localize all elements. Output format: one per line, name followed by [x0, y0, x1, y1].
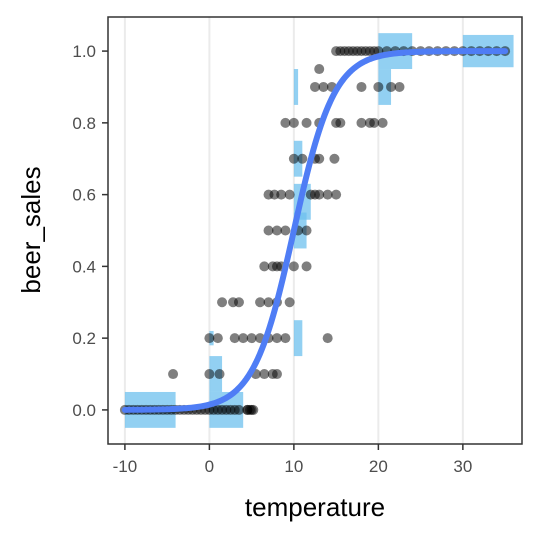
scatter-point-59: [263, 225, 274, 236]
scatter-point-77: [329, 153, 340, 164]
scatter-point-76: [314, 153, 325, 164]
scatter-point-67: [284, 189, 295, 200]
scatter-point-117: [377, 117, 388, 128]
scatter-point-125: [248, 404, 259, 415]
scatter-points: [119, 46, 511, 415]
scatter-point-113: [335, 117, 346, 128]
scatter-point-32: [214, 369, 225, 380]
y-tick-label-3: 0.6: [72, 186, 96, 205]
scatter-point-120: [373, 81, 384, 92]
x-tick-label-0: -10: [113, 457, 138, 476]
scatter-point-37: [204, 333, 215, 344]
scatter-point-71: [322, 189, 333, 200]
density-bar-10: [378, 69, 392, 105]
scatter-point-49: [255, 297, 266, 308]
scatter-point-84: [318, 81, 329, 92]
scatter-point-83: [310, 81, 320, 92]
scatter-point-116: [369, 117, 380, 128]
scatter-point-79: [288, 117, 299, 128]
scatter-point-57: [288, 261, 299, 272]
scatter-point-66: [276, 189, 287, 200]
scatter-point-50: [263, 297, 274, 308]
scatter-point-78: [280, 117, 291, 128]
density-bar-7: [293, 320, 303, 357]
scatter-point-114: [356, 117, 367, 128]
axes: -10 0 10 20 30 0.0 0.2 0.4 0.6 0.8 1.0: [72, 42, 472, 476]
scatter-point-61: [280, 225, 291, 236]
scatter-point-48: [233, 297, 244, 308]
scatter-point-46: [217, 297, 228, 308]
density-bars: [124, 33, 514, 428]
scatter-point-30: [168, 369, 179, 380]
scatter-point-39: [229, 333, 240, 344]
x-tick-label-4: 30: [453, 457, 472, 476]
scatter-point-45: [280, 333, 291, 344]
scatter-point-31: [204, 369, 215, 380]
scatter-point-80: [301, 117, 312, 128]
scatter-point-63: [301, 225, 312, 236]
scatter-point-122: [394, 81, 405, 92]
scatter-point-44: [271, 333, 282, 344]
scatter-point-40: [238, 333, 249, 344]
scatter-point-34: [259, 369, 270, 380]
scatter-point-121: [386, 81, 397, 92]
scatter-point-74: [297, 153, 308, 164]
scatter-point-36: [271, 369, 282, 380]
scatter-point-72: [331, 189, 342, 200]
scatter-point-119: [356, 81, 367, 92]
x-tick-label-3: 20: [369, 457, 388, 476]
scatter-point-112: [322, 333, 333, 344]
scatter-point-53: [259, 261, 270, 272]
scatter-point-58: [301, 261, 312, 272]
scatter-point-27: [233, 404, 244, 415]
y-tick-label-2: 0.4: [72, 257, 96, 276]
fit-curve: [121, 48, 509, 413]
scatter-point-70: [314, 189, 325, 200]
density-bar-8: [293, 69, 299, 105]
y-tick-label-5: 1.0: [72, 42, 96, 61]
scatter-point-52: [284, 297, 295, 308]
x-tick-label-2: 10: [284, 457, 303, 476]
panel-border: [107, 16, 523, 445]
y-tick-label-4: 0.8: [72, 114, 96, 133]
y-tick-label-1: 0.2: [72, 329, 96, 348]
y-axis-title: beer_sales: [16, 166, 46, 293]
scatter-point-118: [314, 64, 325, 75]
logistic-fit-line: [121, 48, 509, 413]
x-axis-title: temperature: [245, 492, 385, 522]
x-tick-label-1: 0: [205, 457, 214, 476]
scatter-point-38: [212, 333, 223, 344]
scatter-point-60: [271, 225, 282, 236]
scatter-point-41: [246, 333, 257, 344]
scatter-point-73: [288, 153, 299, 164]
y-tick-label-0: 0.0: [72, 401, 96, 420]
